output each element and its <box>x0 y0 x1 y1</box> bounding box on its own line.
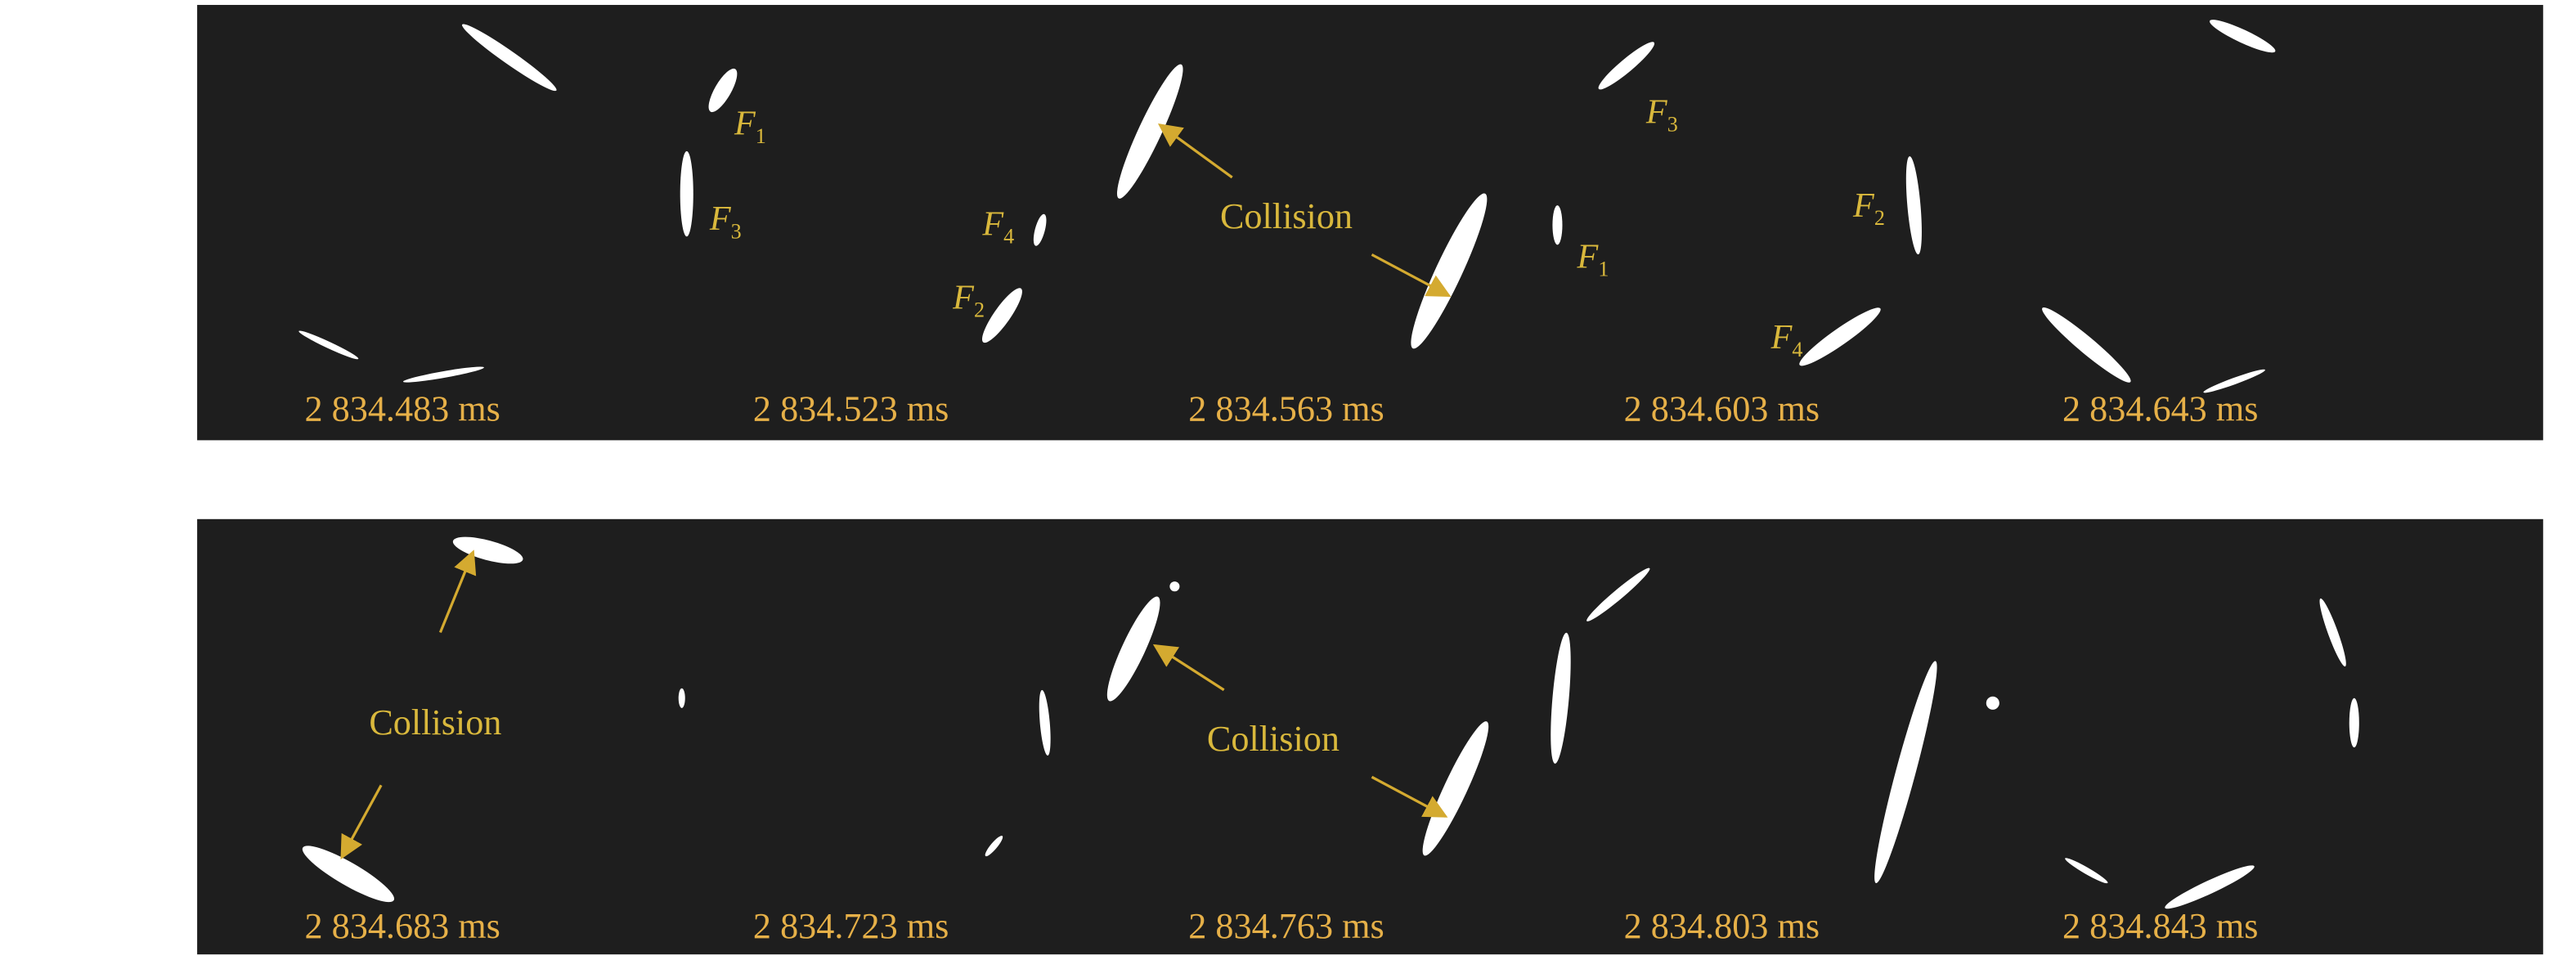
label-letter: F <box>734 105 756 143</box>
streak <box>1586 567 1650 621</box>
timestamp: 2 834.603 ms <box>1624 388 1820 428</box>
arrow <box>1157 123 1233 179</box>
streak <box>1986 696 1999 710</box>
streak <box>452 536 523 564</box>
streak <box>1033 213 1047 246</box>
timestamp: 2 834.803 ms <box>1624 906 1820 946</box>
streak <box>1874 661 1937 884</box>
timestamp: 2 834.523 ms <box>753 388 949 428</box>
streak <box>708 68 738 113</box>
timestamp: 2 834.483 ms <box>305 388 500 428</box>
fragment-label: F4 <box>981 204 1014 248</box>
timestamp: 2 834.723 ms <box>753 906 949 946</box>
fragment-label: F4 <box>1770 318 1803 361</box>
fragment-label: F1 <box>734 105 766 148</box>
fragment-label: F2 <box>1852 186 1885 230</box>
fragment-label: F2 <box>952 279 985 322</box>
arrow <box>1152 644 1225 692</box>
streak <box>462 24 557 92</box>
streak <box>302 846 395 903</box>
streak <box>1106 596 1160 702</box>
streak <box>1169 581 1180 592</box>
streaks-top <box>298 20 2276 393</box>
collision-label: Collision <box>1220 196 1353 236</box>
streak <box>2209 20 2276 53</box>
streak <box>298 330 359 360</box>
fragment-label: F3 <box>1645 93 1678 137</box>
collision-label: Collision <box>1207 719 1340 759</box>
label-letter: F <box>952 279 975 317</box>
label-letter: F <box>981 204 1004 243</box>
label-sub: 4 <box>1792 338 1802 361</box>
label-letter: F <box>1577 237 1600 276</box>
collision-labels: Collision Collision Collision <box>369 196 1353 759</box>
timestamp: 2 834.563 ms <box>1188 388 1384 428</box>
streak <box>2065 858 2108 884</box>
label-sub: 2 <box>974 298 985 322</box>
label-letter: F <box>1852 186 1875 225</box>
streaks-bottom <box>302 536 2359 909</box>
streak <box>985 836 1003 857</box>
label-letter: F <box>709 200 732 238</box>
streak <box>1598 42 1655 90</box>
streak <box>680 150 693 237</box>
arrows <box>340 123 1452 860</box>
timestamp: 2 834.763 ms <box>1188 906 1384 946</box>
label-sub: 3 <box>1667 113 1678 137</box>
streak <box>1039 689 1051 756</box>
timestamp: 2 834.843 ms <box>2062 906 2258 946</box>
timestamp: 2 834.683 ms <box>305 906 500 946</box>
label-letter: F <box>1645 93 1668 132</box>
arrow <box>438 550 477 634</box>
arrow <box>1371 775 1448 818</box>
streak <box>1551 632 1571 764</box>
label-sub: 2 <box>1874 206 1885 230</box>
streak <box>2165 865 2255 909</box>
streak <box>2042 307 2131 383</box>
fragment-labels: F1 F3 F4 F2 F3 F2 F1 F4 <box>709 93 1885 361</box>
streak <box>1905 156 1922 255</box>
timestamp: 2 834.643 ms <box>2062 388 2258 428</box>
panel-top <box>197 5 2543 441</box>
streak <box>1116 64 1183 199</box>
streak <box>2203 369 2265 393</box>
label-sub: 4 <box>1003 224 1014 248</box>
label-sub: 3 <box>731 219 742 243</box>
panel-bottom <box>197 518 2543 955</box>
streak <box>1422 721 1489 856</box>
streak <box>1411 193 1488 349</box>
arrow <box>340 784 383 860</box>
streak <box>981 288 1022 343</box>
streak <box>678 688 685 708</box>
fragment-label: F1 <box>1577 237 1609 280</box>
streak <box>2319 598 2346 667</box>
streak <box>402 366 484 383</box>
label-letter: F <box>1770 318 1793 357</box>
streak <box>1552 205 1563 245</box>
streak <box>2349 698 2359 748</box>
label-sub: 1 <box>1598 257 1609 280</box>
streak <box>1799 307 1881 366</box>
arrow <box>1371 253 1452 298</box>
fragment-label: F3 <box>709 200 742 243</box>
collision-label: Collision <box>369 702 501 742</box>
label-sub: 1 <box>756 124 766 148</box>
timestamps: 2 834.483 ms 2 834.523 ms 2 834.563 ms 2… <box>305 388 2259 946</box>
